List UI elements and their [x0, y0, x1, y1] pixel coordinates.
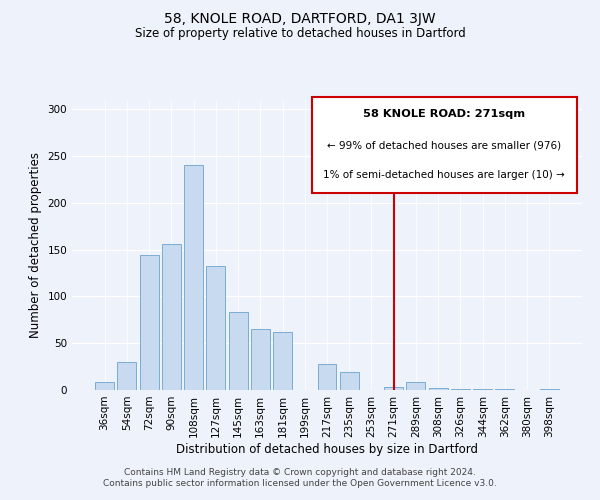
- Bar: [206, 266, 225, 390]
- Bar: [496, 389, 514, 390]
- Bar: [251, 329, 270, 390]
- Text: 58, KNOLE ROAD, DARTFORD, DA1 3JW: 58, KNOLE ROAD, DARTFORD, DA1 3JW: [164, 12, 436, 26]
- Bar: [340, 372, 359, 390]
- Bar: [184, 166, 203, 390]
- Y-axis label: Number of detached properties: Number of detached properties: [29, 152, 42, 338]
- Bar: [429, 388, 448, 390]
- Bar: [95, 382, 114, 390]
- Text: 58 KNOLE ROAD: 271sqm: 58 KNOLE ROAD: 271sqm: [363, 108, 526, 118]
- Bar: [229, 312, 248, 390]
- X-axis label: Distribution of detached houses by size in Dartford: Distribution of detached houses by size …: [176, 442, 478, 456]
- Text: Size of property relative to detached houses in Dartford: Size of property relative to detached ho…: [134, 28, 466, 40]
- Text: ← 99% of detached houses are smaller (976): ← 99% of detached houses are smaller (97…: [327, 140, 562, 150]
- Bar: [118, 362, 136, 390]
- Text: Contains HM Land Registry data © Crown copyright and database right 2024.
Contai: Contains HM Land Registry data © Crown c…: [103, 468, 497, 487]
- Text: 1% of semi-detached houses are larger (10) →: 1% of semi-detached houses are larger (1…: [323, 170, 565, 179]
- Bar: [451, 389, 470, 390]
- Bar: [473, 389, 492, 390]
- Bar: [317, 364, 337, 390]
- Bar: [140, 256, 158, 390]
- Bar: [162, 244, 181, 390]
- FancyBboxPatch shape: [312, 97, 577, 193]
- Bar: [273, 332, 292, 390]
- Bar: [540, 389, 559, 390]
- Bar: [384, 387, 403, 390]
- Bar: [406, 382, 425, 390]
